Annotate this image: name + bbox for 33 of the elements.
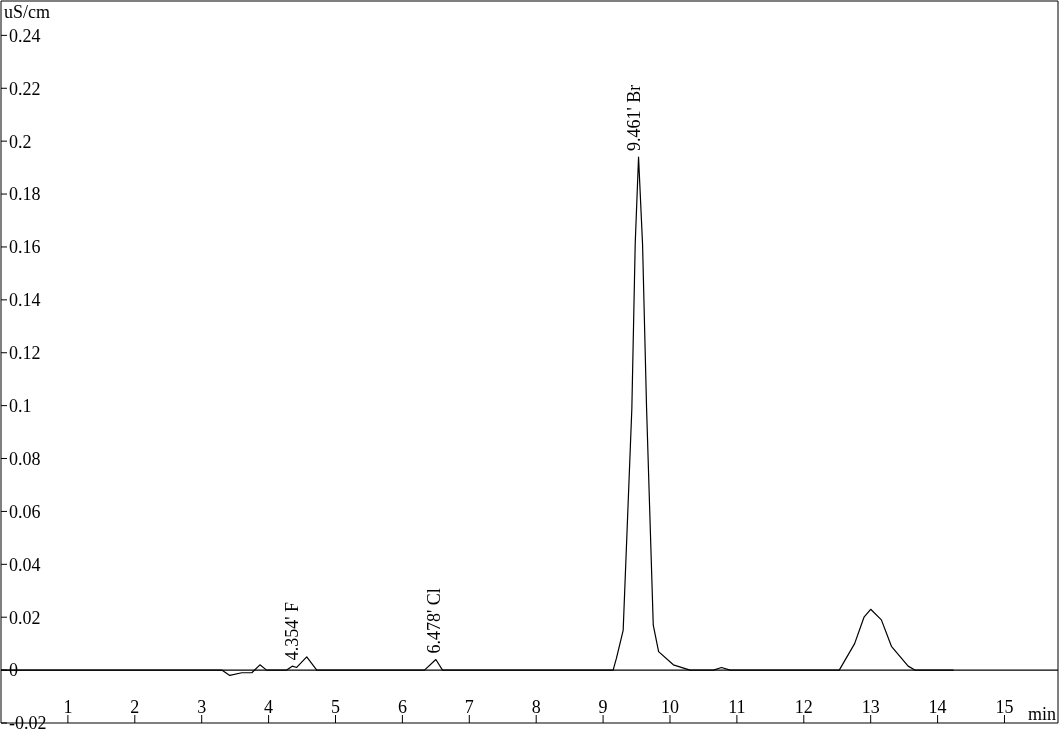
annotation: 6.478' Cl [424, 588, 445, 654]
x-tick-label: 6 [397, 697, 407, 717]
x-tick-label: 3 [197, 697, 207, 717]
x-tick-label: 1 [63, 697, 73, 717]
y-tick-label: 0.02 [9, 607, 41, 628]
x-tick-label: 12 [794, 697, 813, 717]
x-tick-label: 14 [928, 697, 947, 717]
y-tick-label: 0.12 [9, 343, 41, 364]
x-axis-title: min [1027, 704, 1056, 725]
x-tick-label: 8 [531, 697, 541, 717]
x-tick-label: 7 [464, 697, 474, 717]
x-tick-label: 2 [130, 697, 140, 717]
y-tick-label: 0.18 [9, 184, 41, 205]
y-tick-label: 0.24 [9, 25, 41, 46]
x-tick-label: 13 [861, 697, 880, 717]
x-tick-label: 15 [995, 697, 1014, 717]
x-tick-label: 10 [660, 697, 679, 717]
x-tick-label: 11 [728, 697, 746, 717]
y-tick-label: -0.02 [9, 713, 47, 734]
y-axis-title: uS/cm [4, 2, 51, 23]
x-tick-label: 4 [264, 697, 274, 717]
y-tick-label: 0.16 [9, 237, 41, 258]
y-tick-label: 0.22 [9, 78, 41, 99]
y-tick-label: 0.04 [9, 554, 41, 575]
y-tick-label: 0.14 [9, 290, 41, 311]
x-tick-label: 5 [330, 697, 340, 717]
x-tick-label: 9 [598, 697, 608, 717]
y-tick-label: 0.06 [9, 501, 41, 522]
y-tick-label: 0.1 [9, 396, 32, 417]
annotation: 4.354' F [282, 601, 303, 661]
annotation: 9.461' Br [623, 84, 644, 152]
y-tick-label: 0.08 [9, 448, 41, 469]
y-tick-label: 0.2 [9, 131, 32, 152]
